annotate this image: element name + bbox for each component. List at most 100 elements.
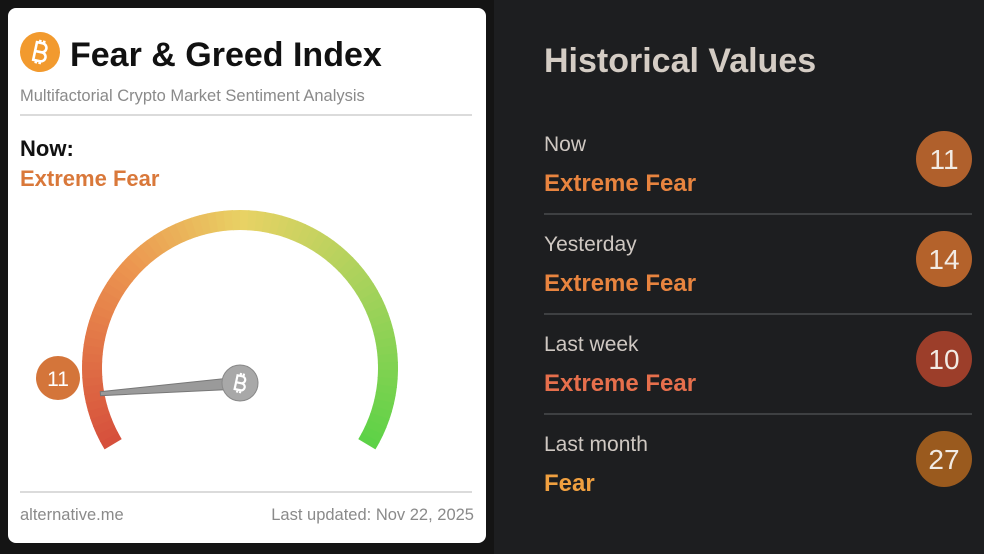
row-label: Last week	[544, 333, 639, 356]
gauge-arc	[374, 391, 396, 405]
gauge-arc	[303, 227, 321, 250]
gauge-arc	[182, 217, 199, 240]
gauge-arc	[127, 250, 148, 272]
gauge-arc	[98, 289, 121, 307]
gauge-arc	[363, 297, 386, 315]
gauge-arc	[268, 213, 283, 236]
gauge-arc	[146, 235, 166, 257]
gauge-arc	[356, 283, 379, 302]
hub-logo	[233, 372, 247, 394]
row-badge	[916, 231, 972, 287]
gauge-arc	[247, 210, 258, 231]
gauge-arc	[309, 231, 328, 254]
gauge-arc	[206, 211, 220, 234]
gauge-arc	[121, 256, 143, 277]
row-value: 14	[928, 244, 959, 275]
gauge-arc	[91, 303, 114, 320]
row-label: Yesterday	[544, 233, 637, 256]
gauge-arc	[133, 244, 154, 267]
gauge-arc	[89, 311, 112, 327]
row-label: Now	[544, 133, 587, 156]
index-card	[8, 8, 486, 543]
gauge-arc	[99, 431, 122, 450]
gauge-arc	[90, 411, 113, 427]
gauge-arc	[111, 268, 133, 288]
gauge-arc	[223, 210, 234, 231]
gauge-arc	[372, 398, 395, 413]
gauge-arc	[275, 215, 291, 238]
gauge-arc	[327, 245, 348, 267]
gauge-arc	[376, 345, 398, 357]
row-status: Fear	[544, 470, 595, 497]
gauge-arc	[377, 353, 398, 364]
last-updated: Last updated: Nov 22, 2025	[271, 506, 474, 524]
history-title: Historical Values	[544, 42, 816, 80]
gauge-arc	[96, 425, 119, 443]
row-badge	[916, 431, 972, 487]
gauge-arc	[84, 390, 106, 404]
gauge-arc	[198, 213, 213, 235]
gauge-arc	[160, 226, 178, 249]
row-value: 27	[928, 444, 959, 475]
gauge-arc	[282, 217, 299, 240]
gauge-arc	[366, 305, 389, 321]
gauge-arc	[167, 223, 185, 246]
gauge-arc	[85, 327, 107, 341]
gauge-arc	[102, 281, 125, 301]
gauge-value: 11	[47, 368, 69, 391]
bitcoin-logo	[20, 32, 60, 72]
history-rows: Now Extreme Fear 11 Yesterday Extreme Fear 14…	[544, 131, 972, 497]
row-badge	[916, 131, 972, 187]
gauge-arc	[370, 405, 392, 421]
card-title: Fear & Greed Index	[70, 36, 382, 74]
gauge-arc	[95, 296, 117, 314]
gauge-arc	[254, 210, 267, 232]
gauge-arc	[289, 220, 306, 243]
gauge-arc	[343, 263, 365, 283]
gauge-arc	[315, 235, 335, 258]
gauge-arc	[215, 210, 227, 232]
row-status: Extreme Fear	[544, 270, 696, 297]
gauge: 11	[36, 210, 398, 450]
gauge-arc	[85, 397, 108, 412]
history-panel	[494, 0, 984, 554]
gauge-arc	[82, 375, 103, 387]
gauge-arc	[83, 335, 105, 349]
gauge-arc	[116, 262, 138, 283]
gauge-arc	[352, 276, 374, 295]
gauge-arc	[153, 230, 172, 253]
gauge-arc	[371, 320, 394, 335]
gauge-arc	[376, 377, 398, 388]
gauge-arc	[139, 239, 160, 262]
gauge-arc	[369, 312, 392, 328]
gauge-arc	[261, 211, 275, 234]
gauge-arc	[375, 384, 397, 397]
gauge-arc	[361, 426, 384, 444]
gauge-arc	[360, 290, 382, 308]
gauge-arc	[82, 352, 103, 363]
gauge-arc	[375, 336, 397, 350]
gauge-arc	[296, 223, 314, 246]
row-label: Last month	[544, 433, 648, 456]
row-status: Extreme Fear	[544, 370, 696, 397]
now-label: Now:	[20, 136, 74, 161]
gauge-arc	[358, 432, 380, 450]
gauge-arc	[92, 418, 115, 435]
gauge-arc	[321, 240, 342, 262]
gauge-arc	[82, 383, 105, 395]
gauge-arc	[338, 257, 359, 278]
gauge-arc	[175, 220, 192, 243]
gauge-arc	[82, 343, 104, 356]
row-value: 10	[928, 344, 959, 375]
gauge-arc	[347, 269, 370, 289]
source: alternative.me	[20, 506, 124, 524]
row-status: Extreme Fear	[544, 170, 696, 197]
now-status: Extreme Fear	[20, 166, 160, 191]
gauge-arc	[86, 319, 109, 334]
gauge-arc	[106, 275, 129, 294]
row-badge	[916, 331, 972, 387]
gauge-arc	[373, 328, 396, 342]
row-value: 11	[929, 144, 958, 175]
card-subtitle: Multifactorial Crypto Market Sentiment A…	[20, 87, 365, 105]
